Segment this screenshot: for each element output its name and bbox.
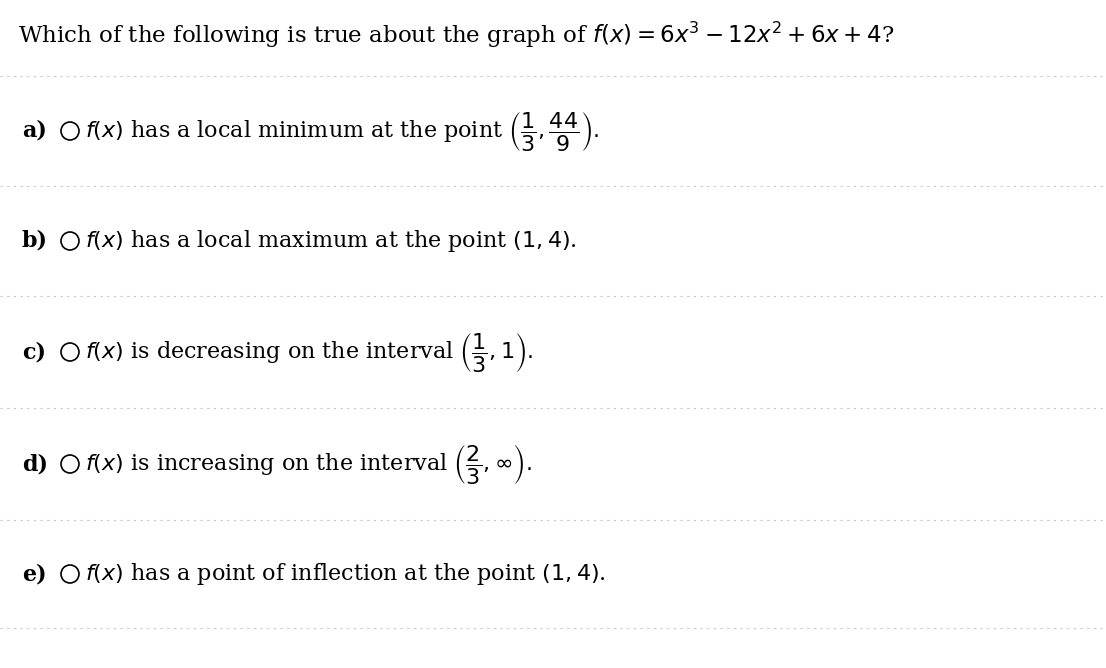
Text: a): a): [22, 120, 46, 142]
Text: $f(x)$ has a local maximum at the point $(1, 4)$.: $f(x)$ has a local maximum at the point …: [85, 228, 577, 254]
Text: $f(x)$ is increasing on the interval $\left(\dfrac{2}{3}, \infty\right).$: $f(x)$ is increasing on the interval $\l…: [85, 442, 532, 486]
Text: c): c): [22, 341, 46, 363]
Text: e): e): [22, 563, 46, 585]
Text: $f(x)$ is decreasing on the interval $\left(\dfrac{1}{3}, 1\right).$: $f(x)$ is decreasing on the interval $\l…: [85, 331, 533, 373]
Text: $f(x)$ has a point of inflection at the point $(1, 4)$.: $f(x)$ has a point of inflection at the …: [85, 561, 606, 587]
Text: $f(x)$ has a local minimum at the point $\left(\dfrac{1}{3}, \dfrac{44}{9}\right: $f(x)$ has a local minimum at the point …: [85, 110, 599, 152]
Text: d): d): [22, 453, 48, 475]
Text: b): b): [22, 230, 48, 252]
Text: Which of the following is true about the graph of $f(x) = 6x^3 - 12x^2 + 6x + 4$: Which of the following is true about the…: [18, 20, 895, 50]
